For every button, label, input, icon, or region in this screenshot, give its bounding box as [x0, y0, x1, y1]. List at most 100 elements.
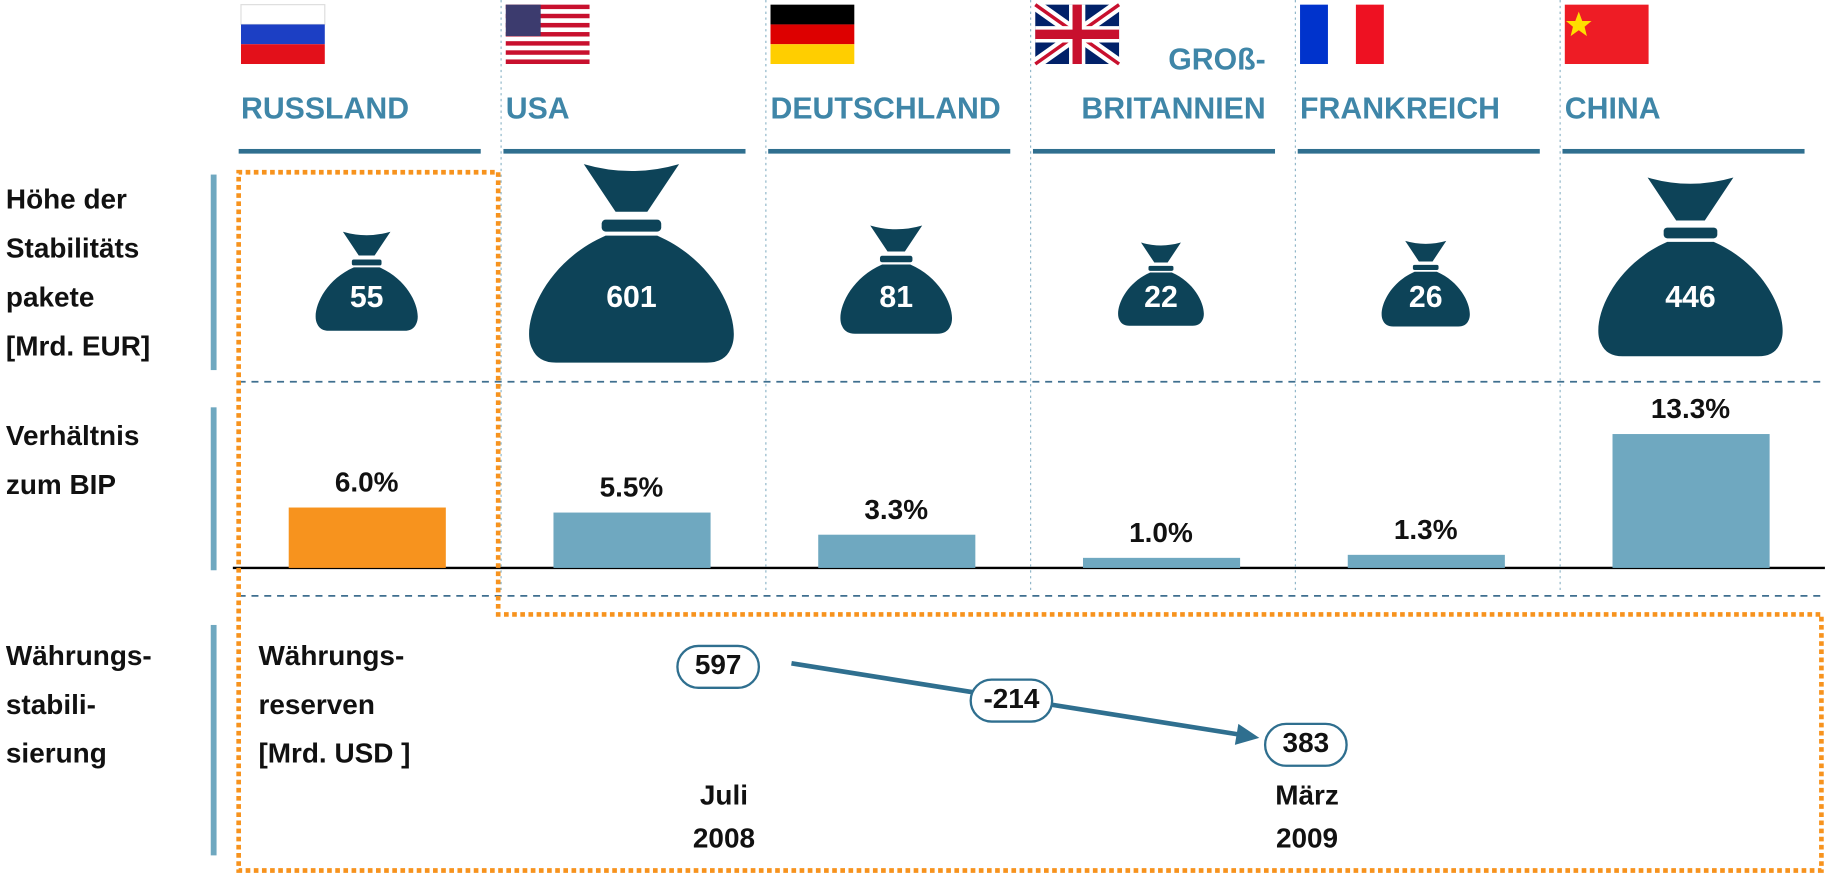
bag-body [1598, 241, 1783, 357]
flag [505, 27, 590, 33]
stimulus-value: 81 [879, 281, 913, 314]
reserves-label: [Mrd. USD ] [258, 738, 410, 769]
date-label: 2009 [1276, 823, 1338, 854]
row-label: sierung [6, 738, 107, 769]
date-label: Juli [700, 780, 748, 811]
bag-tie [583, 164, 680, 212]
reserve-value: -214 [983, 683, 1039, 714]
column-underline [1032, 148, 1276, 154]
row-label: Verhältnis [6, 420, 139, 451]
country-name: USA [506, 93, 570, 126]
row-marker [210, 624, 217, 856]
flag [505, 4, 590, 10]
date-label: März [1275, 780, 1339, 811]
flag [1564, 4, 1649, 65]
value-pill [1263, 722, 1348, 767]
stimulus-value: 55 [350, 281, 384, 314]
bag-neck [879, 255, 913, 263]
bag-neck [1663, 227, 1718, 239]
flag [1355, 4, 1384, 65]
row-label: [Mrd. EUR] [6, 330, 150, 361]
flag [1327, 4, 1356, 65]
stimulus-value: 601 [606, 281, 656, 314]
bag-body [840, 264, 953, 334]
row-label: Stabilitäts [6, 233, 139, 264]
country-name: GROß- [1168, 44, 1265, 77]
bag-neck [1412, 264, 1439, 271]
value-pill [969, 678, 1054, 723]
flag [1031, 0, 1123, 69]
flag [505, 4, 541, 37]
flag [505, 22, 590, 28]
money-bag [529, 164, 734, 363]
bag-neck [1148, 265, 1174, 271]
money-bag [1118, 242, 1204, 326]
bag-neck [351, 259, 382, 266]
money-bag [1598, 177, 1783, 357]
bar-label: 1.3% [1394, 514, 1458, 545]
flag [505, 18, 590, 23]
row-label: Höhe der [6, 184, 127, 215]
date-label: 2008 [693, 823, 755, 854]
reserve-value: 383 [1283, 727, 1330, 758]
bar [818, 534, 976, 568]
flag [505, 45, 590, 51]
stimulus-value: 22 [1144, 281, 1178, 314]
bag-body [315, 267, 418, 331]
flag [505, 59, 590, 65]
stimulus-value: 446 [1665, 281, 1715, 314]
flag [1564, 4, 1649, 65]
flag [770, 44, 855, 65]
country-name: BRITANNIEN [1081, 93, 1265, 126]
flag [770, 4, 855, 65]
flag [1300, 4, 1384, 65]
column-underline [503, 148, 746, 154]
flag [505, 54, 590, 60]
bar-label: 5.5% [600, 472, 664, 503]
flag [1565, 11, 1592, 37]
reserve-value: 597 [695, 649, 742, 680]
column-underline [768, 148, 1011, 154]
bar [553, 512, 711, 568]
flag [240, 4, 326, 26]
column-underline [238, 148, 481, 154]
flag [505, 41, 590, 46]
bar-label: 6.0% [335, 467, 399, 498]
column-underline [1297, 148, 1540, 154]
row-label: stabili- [6, 689, 96, 720]
bag-neck [601, 219, 662, 232]
flag [240, 24, 325, 45]
money-bag [840, 225, 953, 334]
stimulus-value: 26 [1409, 281, 1443, 314]
flag [505, 9, 590, 14]
country-name: FRANKREICH [1300, 93, 1500, 126]
flag [505, 32, 590, 37]
flag [505, 13, 590, 19]
layout [210, 169, 1825, 873]
money-bag [1381, 240, 1470, 327]
bar-label: 3.3% [864, 494, 928, 525]
bag-tie [1405, 240, 1447, 262]
bag-body [1381, 271, 1470, 327]
flag [1300, 4, 1328, 65]
highlight-frame [236, 169, 1824, 873]
reserves-label: Währungs- [258, 640, 404, 671]
flag [240, 44, 325, 65]
bar [1082, 557, 1241, 568]
flag [240, 4, 326, 65]
flag [505, 36, 590, 42]
bag-tie [870, 225, 923, 252]
reserves-label: reserven [258, 689, 374, 720]
bar-label: 13.3% [1651, 393, 1730, 424]
bag-tie [1647, 177, 1734, 221]
country-name: CHINA [1565, 93, 1661, 126]
bag-tie [342, 231, 391, 256]
flag [770, 24, 855, 45]
row-marker [210, 174, 217, 371]
column-underline [1562, 148, 1805, 154]
arrow-head [1234, 723, 1260, 745]
row-marker [210, 407, 217, 571]
bag-body [529, 235, 734, 363]
bag-body [1118, 272, 1204, 326]
